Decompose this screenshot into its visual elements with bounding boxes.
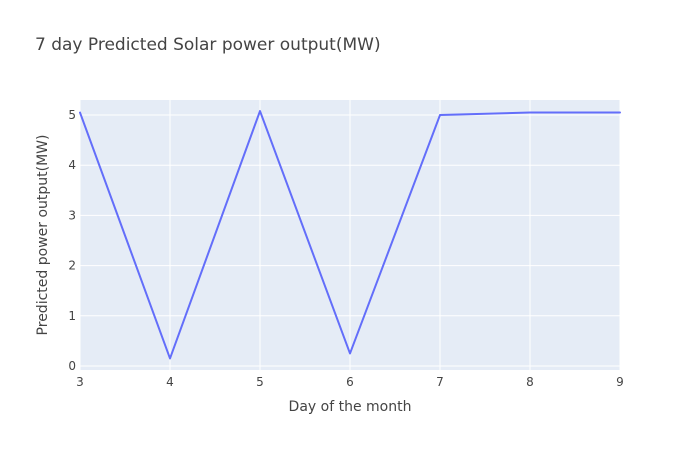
y-tick-label: 4 bbox=[68, 158, 76, 172]
x-tick-label: 8 bbox=[526, 375, 534, 389]
y-tick-labels: 0 1 2 3 4 5 bbox=[68, 108, 76, 373]
y-tick-label: 3 bbox=[68, 208, 76, 222]
data-point[interactable] bbox=[527, 110, 533, 116]
data-point[interactable] bbox=[257, 108, 263, 114]
data-point[interactable] bbox=[437, 112, 443, 118]
x-tick-label: 5 bbox=[256, 375, 264, 389]
x-axis-title: Day of the month bbox=[289, 399, 412, 415]
y-tick-label: 2 bbox=[68, 259, 76, 273]
x-tick-label: 7 bbox=[436, 375, 444, 389]
y-gridlines bbox=[80, 114, 620, 367]
series-line-0 bbox=[79, 110, 621, 360]
x-tick-label: 9 bbox=[616, 375, 624, 389]
series-group bbox=[77, 108, 623, 361]
data-point[interactable] bbox=[77, 110, 83, 116]
data-point[interactable] bbox=[167, 355, 173, 361]
data-point[interactable] bbox=[617, 110, 623, 116]
y-tick-label: 0 bbox=[68, 359, 76, 373]
x-tick-label: 3 bbox=[76, 375, 84, 389]
y-tick-label: 1 bbox=[68, 309, 76, 323]
y-axis-title: Predicted power output(MW) bbox=[35, 135, 51, 336]
data-point[interactable] bbox=[347, 350, 353, 356]
x-tick-label: 4 bbox=[166, 375, 174, 389]
x-tick-labels: 3 4 5 6 7 8 9 bbox=[76, 375, 624, 389]
x-tick-label: 6 bbox=[346, 375, 354, 389]
x-gridlines bbox=[79, 100, 621, 370]
y-tick-label: 5 bbox=[68, 108, 76, 122]
chart-title: 7 day Predicted Solar power output(MW) bbox=[35, 35, 381, 55]
